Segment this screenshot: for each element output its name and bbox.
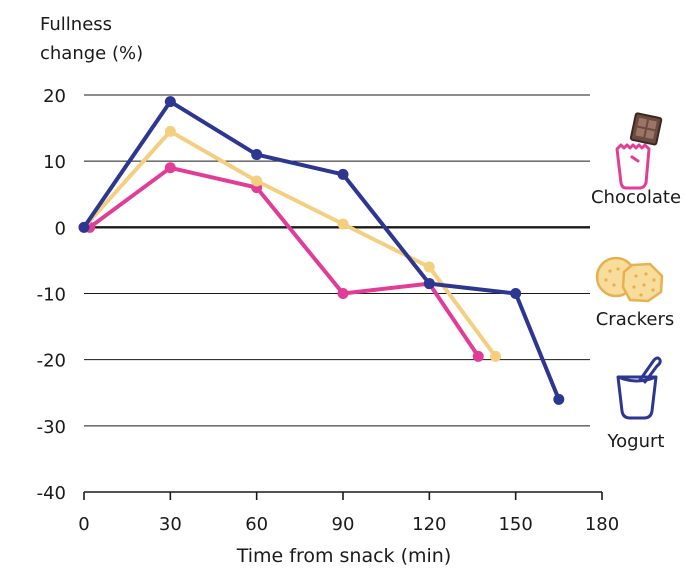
grid-lines [84,94,590,427]
data-point-crackers [423,261,435,273]
x-axis-label: Time from snack (min) [236,545,452,567]
data-point-yogurt [423,278,435,290]
data-point-yogurt [251,149,263,161]
y-tick-label: -10 [37,285,66,306]
data-point-yogurt [164,96,176,108]
x-tick-label: 150 [498,514,532,535]
series-line-crackers [82,129,498,359]
x-tick-label: 180 [585,514,619,535]
chocolate-icon [615,112,663,190]
data-point-chocolate [337,288,349,299]
legend-label-chocolate: Chocolate [591,187,681,208]
legend-label-yogurt: Yogurt [607,431,665,452]
data-point-crackers [164,125,176,137]
x-tick-label: 30 [159,514,182,535]
x-tick-label: 0 [78,514,89,535]
y-tick-label: 20 [43,86,66,107]
series-layer [78,96,565,405]
x-tick-label: 90 [332,514,355,535]
yogurt-icon [616,356,662,420]
data-point-crackers [337,218,349,230]
y-tick-label: 0 [55,218,66,239]
crackers-icon [595,256,664,303]
data-point-yogurt [510,288,522,299]
legend: Chocolate Crackers Yogurt [591,112,681,452]
y-axis-label-line-1: Fullness [40,14,112,35]
y-tick-label: -40 [37,483,66,504]
series-line-chocolate [87,165,481,359]
data-point-crackers [490,350,502,362]
y-axis-label-line-2: change (%) [40,43,143,64]
data-point-chocolate [164,162,176,174]
y-tick-label: 10 [43,152,66,173]
y-axis-tick-labels: 20 10 0 -10 -20 -30 -40 [37,86,66,504]
data-point-yogurt [337,168,349,180]
x-tick-label: 60 [245,514,268,535]
series-yogurt [78,96,565,405]
y-tick-label: -30 [37,417,66,438]
data-point-yogurt [78,221,90,233]
data-point-chocolate [472,350,484,362]
x-tick-label: 120 [412,514,446,535]
legend-label-crackers: Crackers [596,309,675,330]
data-point-yogurt [553,393,565,405]
x-axis: 0 30 60 90 120 150 180 [78,491,619,535]
y-tick-label: -20 [37,351,66,372]
data-point-crackers [251,175,263,187]
